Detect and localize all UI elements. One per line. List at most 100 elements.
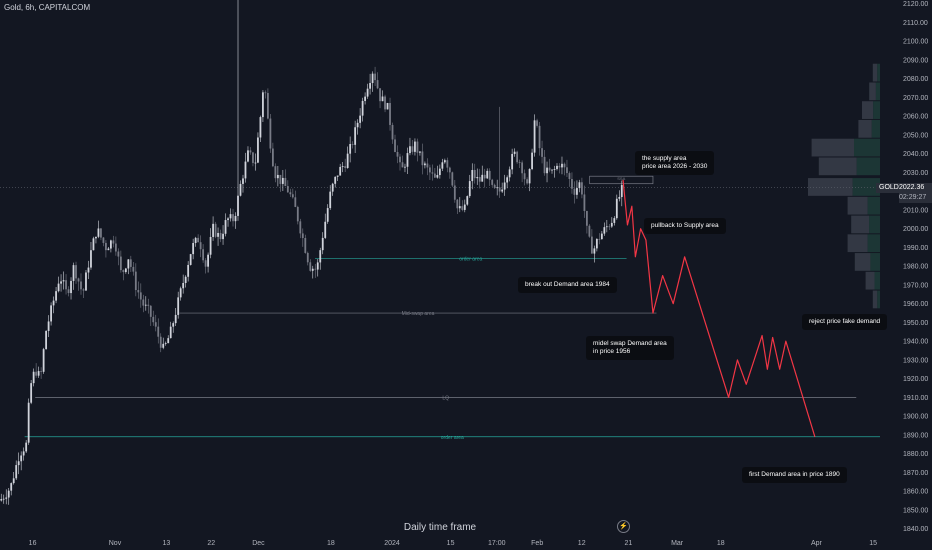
price-tick-label: 2050.00 [903, 132, 928, 139]
candle-body [448, 167, 451, 173]
candle-body [237, 195, 239, 216]
projection-path [622, 179, 816, 437]
price-tick-label: 2010.00 [903, 207, 928, 214]
candle-body [610, 222, 613, 227]
candle-body [406, 153, 409, 167]
candle-body [478, 177, 481, 182]
candle-body [426, 163, 429, 168]
time-tick-label: 2024 [384, 540, 400, 547]
time-tick-label: Feb [531, 540, 543, 547]
candle-body [329, 191, 332, 209]
candle-body [25, 442, 28, 452]
price-tick-label: 1870.00 [903, 470, 928, 477]
candle-body [598, 238, 601, 240]
candle-body [67, 289, 70, 294]
candle-body [605, 226, 608, 228]
volume-bar-value-area [869, 215, 880, 234]
candle-body [311, 268, 314, 271]
annotation-callout[interactable]: midel swap Demand area in price 1956 [586, 336, 674, 360]
volume-bar [872, 290, 878, 309]
candle-body [301, 233, 304, 239]
candle-body [366, 88, 369, 97]
time-tick-label: Dec [252, 540, 265, 547]
candle-body [401, 162, 404, 168]
candle-body [586, 211, 588, 226]
volume-profile [808, 63, 880, 309]
annotation-callout[interactable]: reject price fake demand [802, 314, 888, 330]
volume-bar [851, 215, 870, 234]
time-tick-label: 22 [207, 540, 215, 547]
candle-body [506, 177, 509, 183]
candle-body [192, 242, 195, 255]
candle-body [199, 242, 202, 250]
price-axis[interactable]: 1840.00 1850.00 1860.00 1870.00 1880.00 1890.… [880, 0, 932, 550]
candle-body [516, 151, 519, 163]
candle-body [254, 162, 257, 164]
candle-body [286, 186, 289, 193]
volume-bar [872, 63, 878, 82]
candle-body [339, 166, 342, 176]
candle-body [147, 304, 150, 306]
projection-line [622, 179, 816, 437]
time-tick-label: 12 [578, 540, 586, 547]
candle-body [242, 178, 244, 184]
annotation-callout[interactable]: first Demand area in price 1890 [742, 467, 847, 483]
candle-body [446, 160, 449, 168]
time-axis[interactable]: 16 Nov 13 22 Dec 18 2024 15 17:00 Feb 12 21 Mar 18 Apr… [29, 540, 877, 547]
time-tick-label: 13 [162, 540, 170, 547]
candle-body [344, 166, 347, 168]
candle-body [100, 228, 102, 238]
candle-body [513, 151, 516, 154]
supply-box-label: SSA [617, 176, 625, 181]
candle-body [95, 236, 97, 239]
candle-body [553, 169, 556, 170]
price-tick-label: 2100.00 [903, 39, 928, 46]
candle-body [207, 254, 209, 267]
candle-body [194, 237, 197, 243]
candle-body [578, 182, 581, 189]
candle-body [451, 172, 454, 186]
candle-body [361, 100, 364, 116]
candle-body [62, 280, 65, 282]
candle-body [262, 92, 264, 118]
candle-body [177, 297, 180, 315]
candle-body [90, 250, 92, 268]
candle-body [364, 96, 367, 101]
annotation-callout[interactable]: pullback to Supply area [644, 218, 726, 234]
annotation-callout[interactable]: break out Demand area 1984 [518, 277, 617, 293]
timeframe-label: Daily time frame [403, 522, 477, 533]
flash-icon[interactable]: ⚡ [617, 520, 630, 533]
candle-body [421, 151, 424, 166]
annotation-callout[interactable]: the supply area price area 2026 - 2030 [635, 151, 715, 175]
volume-bar-value-area [867, 196, 880, 215]
candle-body [576, 188, 578, 195]
candle-body [538, 125, 541, 149]
candle-body [453, 185, 456, 200]
candle-body [174, 314, 177, 324]
price-tick-label: 1980.00 [903, 264, 928, 271]
candle-body [556, 165, 558, 170]
price-tick-label: 2040.00 [903, 151, 928, 158]
supply-box [589, 175, 654, 185]
candle-body [463, 204, 466, 210]
candle-body [209, 236, 212, 255]
candle-body [511, 153, 514, 170]
level-label: Mid-swap area [402, 311, 435, 317]
time-tick-label: Mar [671, 540, 684, 547]
price-tick-label: 1930.00 [903, 357, 928, 364]
candle-body [493, 184, 496, 188]
price-tick-label: 1950.00 [903, 320, 928, 327]
candle-body [122, 270, 125, 273]
candle-body [134, 271, 137, 291]
candle-body [119, 256, 122, 271]
candle-body [456, 199, 459, 209]
candle-body [30, 383, 33, 403]
candle-body [468, 181, 471, 197]
candle-body [142, 299, 145, 306]
candle-body [546, 167, 548, 174]
candle-body [32, 371, 35, 384]
volume-bar [858, 119, 872, 138]
candle-body [563, 163, 566, 168]
candle-body [346, 153, 349, 168]
